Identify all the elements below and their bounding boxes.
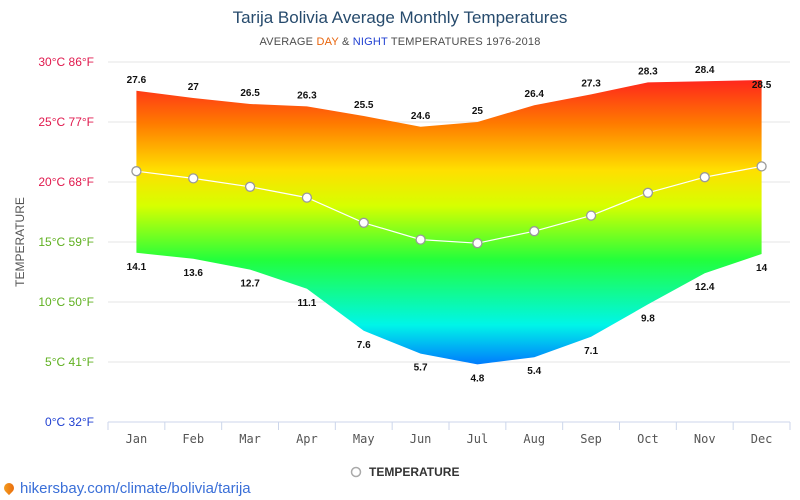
day-value-label: 26.4 xyxy=(525,89,545,100)
night-value-label: 7.6 xyxy=(357,340,371,351)
legend-marker xyxy=(350,466,362,478)
x-tick-label: Sep xyxy=(580,432,602,446)
night-value-label: 9.8 xyxy=(641,313,655,324)
day-value-label: 25 xyxy=(472,106,484,117)
average-temperature-point xyxy=(131,166,142,177)
chart-subtitle: AVERAGE DAY & NIGHT TEMPERATURES 1976-20… xyxy=(0,36,800,48)
average-temperature-point xyxy=(472,238,483,249)
x-tick-label: Aug xyxy=(523,432,545,446)
night-value-label: 14 xyxy=(756,263,768,274)
data-labels: 27.6 27 26.5 26.3 25.5 24.6 25 26.4 27.3 28.3 28.4… xyxy=(127,65,772,384)
night-value-label: 7.1 xyxy=(584,346,598,357)
day-value-label: 28.4 xyxy=(695,65,715,76)
day-value-label: 25.5 xyxy=(354,100,374,111)
day-value-label: 28.3 xyxy=(638,66,658,77)
subtitle-suffix: TEMPERATURES 1976-2018 xyxy=(387,36,541,48)
temperature-range-band xyxy=(136,80,762,365)
watermark-text: hikersbay.com/climate/bolivia/tarija xyxy=(20,480,251,497)
y-tick-label: 5°C 41°F xyxy=(45,355,94,369)
average-temperature-point xyxy=(699,172,710,183)
day-value-label: 27.6 xyxy=(127,75,147,86)
y-axis: 30°C 86°F 25°C 77°F 20°C 68°F 15°C 59°F 10°C… xyxy=(38,55,94,429)
x-tick-label: Jan xyxy=(126,432,148,446)
legend[interactable]: TEMPERATURE xyxy=(350,465,460,479)
subtitle-amp: & xyxy=(338,36,353,48)
y-tick-label: 15°C 59°F xyxy=(38,235,94,249)
average-temperature-point xyxy=(529,226,540,237)
y-tick-label: 20°C 68°F xyxy=(38,175,94,189)
day-value-label: 28.5 xyxy=(752,80,772,91)
x-tick-label: Jun xyxy=(410,432,432,446)
legend-label: TEMPERATURE xyxy=(369,465,459,479)
night-value-label: 12.7 xyxy=(240,279,260,290)
average-temperature-point xyxy=(244,181,256,192)
x-tick-label: Nov xyxy=(694,432,716,446)
day-value-label: 24.6 xyxy=(411,111,431,122)
average-temperature-point xyxy=(642,187,654,198)
night-value-label: 13.6 xyxy=(184,268,204,279)
x-tick-label: May xyxy=(353,432,375,446)
x-tick-label: Mar xyxy=(239,432,261,446)
y-tick-label: 30°C 86°F xyxy=(38,55,94,69)
y-tick-label: 0°C 32°F xyxy=(45,415,94,429)
source-watermark[interactable]: hikersbay.com/climate/bolivia/tarija xyxy=(1,480,251,497)
y-axis-title: TEMPERATURE xyxy=(13,197,27,287)
x-tick-label: Feb xyxy=(182,432,204,446)
night-value-label: 11.1 xyxy=(297,298,316,309)
average-temperature-point xyxy=(301,192,313,203)
day-value-label: 27 xyxy=(188,82,200,93)
average-temperature-point xyxy=(188,173,199,184)
day-value-label: 27.3 xyxy=(581,78,601,89)
average-temperature-point xyxy=(415,234,426,245)
night-value-label: 4.8 xyxy=(470,373,484,384)
x-axis: Jan Feb Mar Apr May Jun Jul Aug Sep Oct Nov Dec xyxy=(107,421,791,446)
night-value-label: 14.1 xyxy=(127,262,147,273)
location-pin-icon xyxy=(1,480,17,495)
subtitle-prefix: AVERAGE xyxy=(259,36,317,48)
y-tick-label: 10°C 50°F xyxy=(38,295,94,309)
x-tick-label: Apr xyxy=(296,432,318,446)
y-tick-label: 25°C 77°F xyxy=(38,115,94,129)
subtitle-night: NIGHT xyxy=(352,36,388,48)
subtitle-day: DAY xyxy=(316,36,339,48)
day-value-label: 26.5 xyxy=(240,88,260,99)
chart-title: Tarija Bolivia Average Monthly Temperatu… xyxy=(232,8,568,27)
average-temperature-line xyxy=(136,165,762,244)
x-tick-label: Jul xyxy=(467,432,489,446)
average-temperature-point xyxy=(585,210,597,221)
night-value-label: 5.7 xyxy=(414,363,428,374)
x-tick-label: Dec xyxy=(751,432,773,446)
average-temperature-point xyxy=(358,217,369,228)
average-temperature-point xyxy=(756,161,767,172)
average-temperature-points xyxy=(131,161,767,249)
day-value-label: 26.3 xyxy=(297,90,317,101)
night-value-label: 5.4 xyxy=(527,366,541,377)
night-value-label: 12.4 xyxy=(695,282,715,293)
x-tick-label: Oct xyxy=(637,432,659,446)
